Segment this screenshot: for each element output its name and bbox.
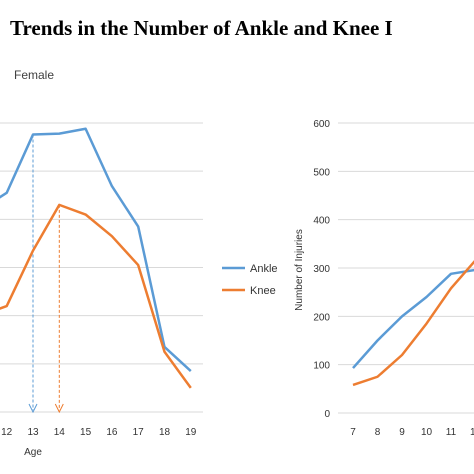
right-gridlines xyxy=(338,122,474,414)
arrow-head xyxy=(54,403,64,414)
legend: Ankle Knee xyxy=(222,263,278,297)
x-tick-label: 13 xyxy=(27,427,39,438)
x-tick-label: 10 xyxy=(421,427,433,438)
series-line-ankle xyxy=(0,127,192,372)
right-y-axis-label: Number of Injuries xyxy=(294,229,305,311)
left-chart-title: Female xyxy=(14,68,54,82)
x-tick-label: 17 xyxy=(133,427,145,438)
legend-knee-label: Knee xyxy=(250,285,276,297)
right-y-ticks: 0 100 200 300 400 500 600 xyxy=(313,119,330,420)
x-tick-label: 7 xyxy=(350,427,356,438)
x-tick-label: 14 xyxy=(54,427,66,438)
x-tick-label: 16 xyxy=(106,427,118,438)
left-annotations xyxy=(28,134,64,414)
x-tick-label: 11 xyxy=(446,427,457,438)
x-tick-label: 18 xyxy=(159,427,171,438)
left-x-ticks: 12 13 14 15 16 17 18 19 xyxy=(1,427,197,438)
arrow-head xyxy=(28,403,38,414)
y-tick-label: 400 xyxy=(313,216,330,227)
x-tick-label: 8 xyxy=(375,427,381,438)
left-series-lines xyxy=(0,127,192,389)
x-tick-label: 12 xyxy=(470,427,474,438)
right-x-ticks: 7 8 9 10 11 12 xyxy=(350,427,474,438)
series-line-knee xyxy=(0,203,192,389)
y-tick-label: 200 xyxy=(313,312,330,323)
y-tick-label: 600 xyxy=(313,119,330,130)
x-tick-label: 12 xyxy=(1,427,13,438)
x-tick-label: 19 xyxy=(185,427,197,438)
left-gridlines xyxy=(0,122,203,413)
y-tick-label: 500 xyxy=(313,167,330,178)
figure-title: Trends in the Number of Ankle and Knee I xyxy=(10,16,393,40)
y-tick-label: 300 xyxy=(313,264,330,275)
x-tick-label: 9 xyxy=(399,427,405,438)
series-line-ankle xyxy=(352,268,474,369)
right-series-lines xyxy=(352,260,474,387)
x-tick-label: 15 xyxy=(80,427,92,438)
series-line-knee xyxy=(352,260,474,387)
y-tick-label: 100 xyxy=(313,361,330,372)
left-x-axis-label: Age xyxy=(24,447,42,458)
legend-ankle-label: Ankle xyxy=(250,263,278,275)
y-tick-label: 0 xyxy=(324,409,330,420)
